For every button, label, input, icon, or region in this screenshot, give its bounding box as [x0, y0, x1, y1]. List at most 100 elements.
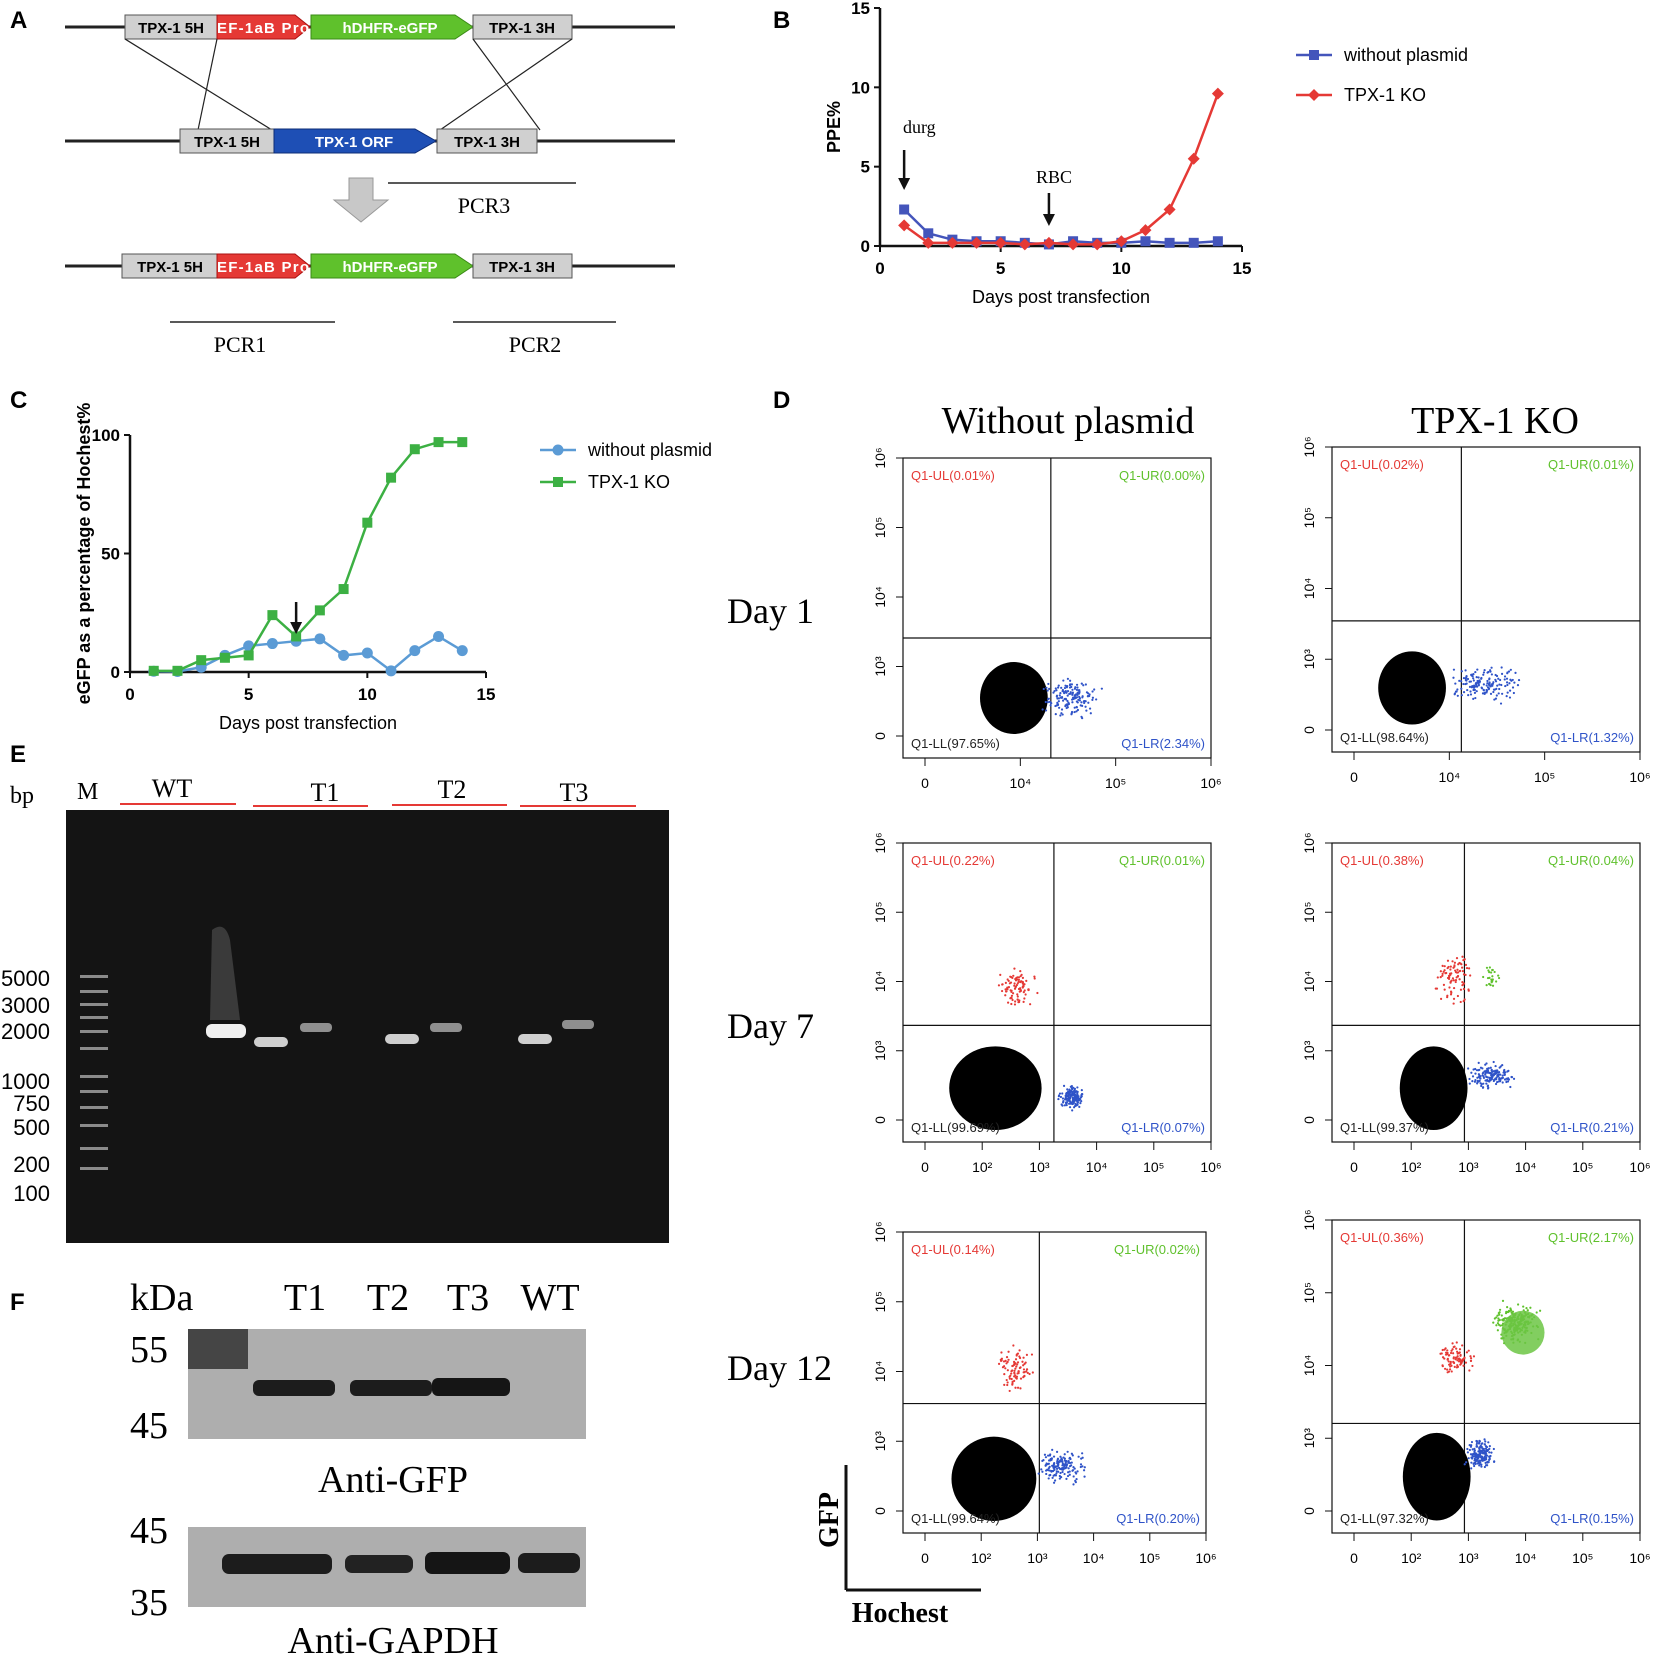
event-dot	[1068, 1093, 1072, 1097]
event-dot	[1077, 1097, 1080, 1100]
event-dot	[1071, 1469, 1075, 1472]
event-dot	[997, 1362, 1001, 1365]
event-dot	[1452, 1002, 1455, 1005]
event-dot	[1451, 960, 1454, 963]
event-dot	[1011, 1383, 1014, 1386]
event-dot	[1445, 971, 1448, 975]
event-dot	[1460, 670, 1463, 673]
x-tick-label: 10⁴	[1086, 1159, 1108, 1175]
event-dot	[1014, 1367, 1017, 1370]
event-dot	[1024, 993, 1027, 996]
data-point	[994, 236, 1007, 249]
event-dot	[1062, 679, 1065, 682]
event-dot	[1504, 684, 1507, 688]
event-dot	[1480, 1465, 1483, 1468]
event-dot	[1022, 1371, 1025, 1374]
event-dot	[1069, 1102, 1073, 1105]
event-dot	[1082, 684, 1085, 687]
annotation-arrowhead	[1042, 214, 1055, 226]
event-dot	[1012, 974, 1015, 977]
x-tick-label: 10⁴	[1439, 769, 1461, 785]
event-dot	[1474, 670, 1477, 674]
event-dot	[1005, 1378, 1008, 1382]
event-dot	[1004, 1367, 1007, 1370]
crossover-line	[124, 38, 273, 131]
x-tick-label: 15	[1233, 259, 1252, 278]
legend-marker	[552, 444, 564, 456]
event-dot	[1473, 1080, 1477, 1083]
event-dot	[1488, 678, 1491, 681]
x-tick-label: 10	[1112, 259, 1131, 278]
blot-band-t3	[432, 1378, 510, 1396]
quadrant-ul-label: Q1-UL(0.14%)	[911, 1242, 995, 1257]
event-dot	[1048, 1459, 1052, 1462]
event-dot	[1468, 967, 1471, 970]
event-dot	[1055, 1467, 1059, 1470]
event-dot	[1073, 1089, 1076, 1092]
event-dot	[1000, 1351, 1003, 1354]
ladder-label: 1000	[1, 1069, 50, 1094]
event-dot	[1472, 697, 1475, 700]
event-dot	[1021, 982, 1024, 985]
event-dot	[1496, 1329, 1499, 1332]
event-dot	[1073, 1095, 1076, 1098]
event-dot	[1013, 1369, 1016, 1372]
event-dot	[1030, 1353, 1034, 1356]
data-point	[1211, 87, 1224, 100]
event-dot	[1446, 1368, 1449, 1371]
event-dot	[1483, 668, 1486, 672]
event-dot	[1492, 1070, 1495, 1073]
event-dot	[1079, 1102, 1082, 1105]
event-dot	[1001, 983, 1004, 986]
event-dot	[1464, 1361, 1468, 1364]
locus-3h-label: TPX-1 3H	[454, 134, 520, 151]
x-tick-label: 0	[1350, 1550, 1358, 1566]
data-point	[923, 228, 934, 239]
event-dot	[1015, 1354, 1018, 1357]
event-dot	[1453, 961, 1457, 964]
event-dot	[1461, 970, 1465, 973]
event-dot	[1058, 706, 1061, 709]
event-dot	[999, 1358, 1002, 1361]
event-dot	[1485, 1075, 1488, 1078]
event-dot	[1463, 998, 1466, 1001]
event-dot	[1063, 1465, 1066, 1468]
event-dot	[1479, 1077, 1482, 1080]
flow-plot: Q1-UL(0.14%) Q1-UR(0.02%) Q1-LL(99.64%) Q1-…	[872, 1221, 1217, 1566]
event-dot	[1493, 1317, 1496, 1320]
event-dot	[1076, 708, 1080, 712]
data-point	[243, 650, 254, 661]
event-dot	[1482, 1075, 1485, 1078]
event-dot	[1495, 980, 1498, 983]
event-dot	[1091, 698, 1094, 701]
quadrant-ll-label: Q1-LL(97.65%)	[911, 736, 1000, 751]
blot-band-t1	[253, 1380, 335, 1396]
blot-band	[222, 1554, 332, 1574]
event-dot	[1011, 992, 1015, 995]
y-tick-label: 10⁶	[1301, 436, 1317, 457]
event-dot	[1074, 1480, 1077, 1484]
event-dot	[1483, 1438, 1486, 1441]
panel-a: A TPX-1 5H EF-1aB Pro hDHFR-eGFP TPX-1 3…	[10, 7, 675, 357]
series-line	[153, 440, 463, 673]
y-tick-label: 10⁵	[1301, 902, 1317, 923]
event-dot	[1017, 978, 1021, 981]
flow-plot: Q1-UL(0.22%) Q1-UR(0.01%) Q1-LL(99.69%) Q1-…	[872, 832, 1222, 1175]
event-dot	[1491, 984, 1495, 987]
event-dot	[1444, 1353, 1448, 1356]
blot-marker-band	[188, 1329, 248, 1369]
event-dot	[1464, 677, 1467, 680]
event-dot	[1497, 1323, 1501, 1326]
quadrant-ul-label: Q1-UL(0.38%)	[1340, 853, 1424, 868]
event-dot	[1448, 986, 1451, 989]
event-dot	[1491, 975, 1494, 978]
event-dot	[1500, 683, 1503, 687]
event-dot	[1051, 1476, 1054, 1479]
event-dot	[1072, 1106, 1076, 1109]
event-dot	[1083, 1475, 1086, 1478]
data-point	[1212, 236, 1223, 247]
event-dot	[1483, 1465, 1486, 1469]
event-dot	[1487, 1460, 1490, 1464]
event-dot	[1516, 1303, 1520, 1306]
y-tick-label: 10⁵	[872, 1291, 888, 1312]
